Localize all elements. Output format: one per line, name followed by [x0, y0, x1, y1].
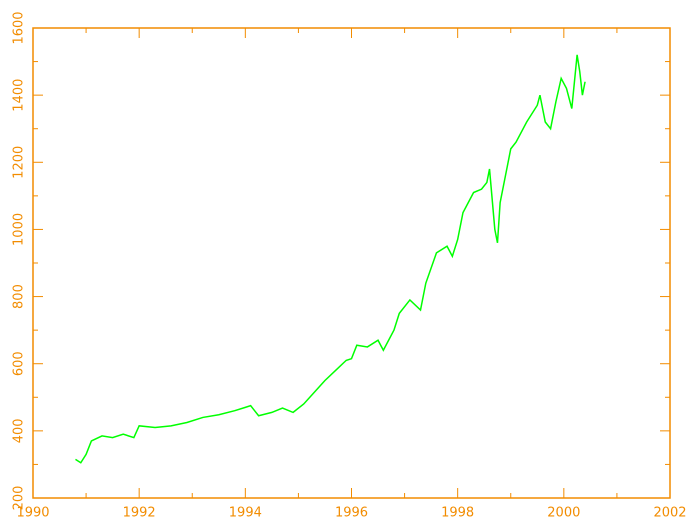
x-tick-label: 1994 — [229, 506, 262, 521]
x-tick-label: 1996 — [335, 506, 368, 521]
x-tick-label: 2002 — [653, 506, 686, 521]
y-tick-label: 1000 — [12, 213, 27, 246]
y-tick-label: 800 — [12, 284, 27, 309]
y-tick-label: 400 — [12, 418, 27, 443]
price-line — [75, 54, 586, 464]
x-tick-label: 2000 — [547, 506, 580, 521]
y-tick-label: 1200 — [12, 146, 27, 179]
x-tick-label: 1990 — [16, 506, 49, 521]
y-tick-label: 600 — [12, 351, 27, 376]
plot-frame — [32, 27, 671, 499]
y-tick-label: 200 — [12, 486, 27, 511]
x-tick-label: 1998 — [441, 506, 474, 521]
y-tick-label: 1600 — [12, 11, 27, 44]
y-tick-label: 1400 — [12, 79, 27, 112]
x-tick-label: 1992 — [123, 506, 156, 521]
